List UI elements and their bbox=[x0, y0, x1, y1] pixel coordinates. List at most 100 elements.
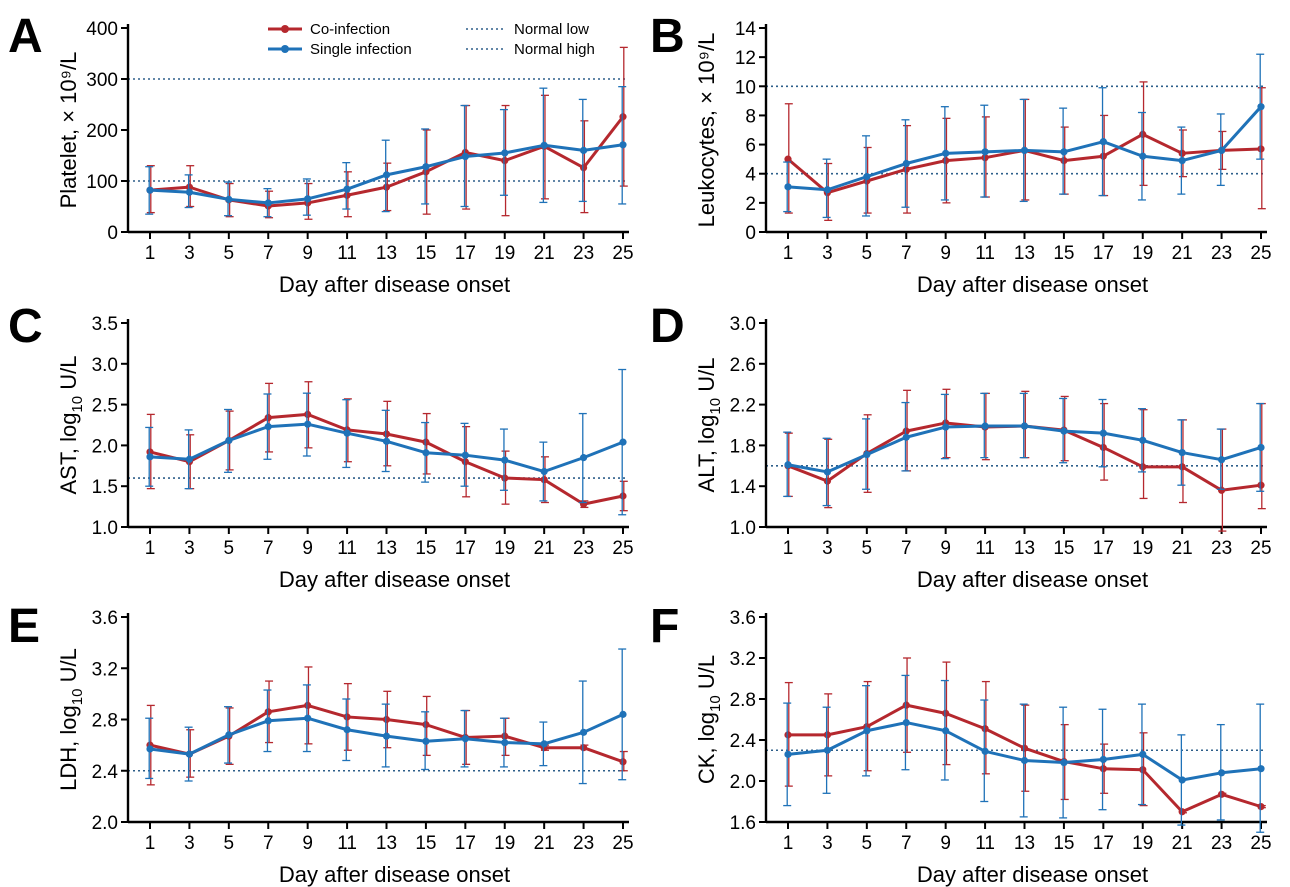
data-point bbox=[902, 701, 910, 709]
data-point bbox=[185, 750, 194, 758]
data-point bbox=[902, 433, 910, 441]
data-point bbox=[619, 113, 627, 121]
data-point bbox=[784, 183, 792, 191]
data-point bbox=[1139, 436, 1147, 444]
data-point bbox=[1217, 146, 1226, 154]
data-point bbox=[981, 148, 989, 156]
data-point bbox=[304, 195, 312, 203]
x-tick-label: 19 bbox=[494, 538, 515, 559]
data-point bbox=[501, 157, 509, 165]
data-point bbox=[1257, 145, 1265, 153]
x-tick-label: 23 bbox=[573, 243, 594, 264]
x-tick-label: 17 bbox=[455, 833, 476, 854]
legend-normal-high-label: Normal high bbox=[514, 41, 595, 58]
data-point bbox=[343, 185, 351, 193]
y-tick-label: 1.8 bbox=[730, 436, 756, 457]
y-axis-label-subscript: 10 bbox=[707, 695, 724, 712]
data-point bbox=[1099, 152, 1107, 160]
y-axis-label-main: CK, log bbox=[694, 712, 719, 784]
data-point bbox=[343, 713, 351, 721]
x-tick-label: 19 bbox=[1132, 833, 1153, 854]
y-axis-label-unit: U/L bbox=[694, 358, 719, 398]
data-point bbox=[981, 747, 989, 755]
data-point bbox=[981, 422, 989, 430]
y-tick-label: 2.6 bbox=[730, 355, 756, 376]
y-tick-label: 2.0 bbox=[92, 436, 118, 457]
data-point bbox=[1217, 486, 1226, 494]
data-point bbox=[784, 461, 792, 469]
data-point bbox=[1139, 463, 1147, 471]
x-tick-label: 3 bbox=[822, 538, 833, 559]
y-tick-label: 2.8 bbox=[92, 711, 118, 732]
x-tick-label: 23 bbox=[1211, 243, 1232, 264]
x-tick-label: 3 bbox=[184, 833, 195, 854]
y-tick-label: 200 bbox=[86, 121, 118, 142]
data-point bbox=[1099, 755, 1107, 764]
y-tick-label: 14 bbox=[735, 19, 757, 40]
data-point bbox=[1139, 750, 1147, 758]
x-tick-label: 9 bbox=[940, 538, 951, 559]
series-single bbox=[145, 648, 627, 785]
x-tick-label: 1 bbox=[145, 833, 156, 854]
data-point bbox=[902, 159, 910, 168]
x-tick-label: 1 bbox=[783, 538, 794, 559]
data-point bbox=[1257, 481, 1265, 489]
data-point bbox=[1020, 146, 1029, 154]
y-tick-label: 2.4 bbox=[92, 762, 119, 783]
data-point bbox=[1257, 803, 1265, 811]
data-point bbox=[619, 492, 627, 500]
data-point bbox=[382, 732, 391, 740]
x-tick-label: 3 bbox=[822, 243, 833, 264]
data-point bbox=[1257, 103, 1265, 111]
data-point bbox=[1217, 790, 1226, 798]
series-single bbox=[145, 368, 627, 516]
panel-d: D1.01.41.82.22.63.01 3 5 7 9 11 13 15 17 19 21 23 25… bbox=[650, 300, 1272, 592]
x-tick-label: 5 bbox=[862, 833, 873, 854]
x-tick-label: 15 bbox=[1053, 243, 1074, 264]
y-axis-label: AST, log10 U/L bbox=[56, 356, 86, 495]
x-tick-label: 13 bbox=[1014, 243, 1035, 264]
data-point bbox=[1099, 138, 1107, 146]
x-tick-label: 17 bbox=[455, 538, 476, 559]
data-point bbox=[1139, 130, 1147, 138]
x-tick-label: 21 bbox=[534, 833, 555, 854]
legend-normal-low-label: Normal low bbox=[514, 21, 589, 38]
y-tick-label: 4 bbox=[745, 165, 756, 186]
data-point bbox=[1099, 429, 1107, 437]
data-point bbox=[1060, 157, 1068, 165]
x-tick-label: 5 bbox=[224, 833, 235, 854]
y-axis-label-unit: U/L bbox=[56, 356, 81, 396]
x-tick-label: 7 bbox=[901, 833, 912, 854]
data-point bbox=[343, 429, 351, 437]
x-tick-label: 21 bbox=[1172, 833, 1193, 854]
x-tick-label: 3 bbox=[184, 243, 195, 264]
y-tick-label: 10 bbox=[735, 77, 756, 98]
x-tick-label: 3 bbox=[822, 833, 833, 854]
y-axis-label-unit: U/L bbox=[694, 655, 719, 695]
data-point bbox=[501, 149, 509, 157]
data-point bbox=[461, 458, 469, 466]
y-axis-label: CK, log10 U/L bbox=[694, 655, 724, 784]
x-tick-label: 7 bbox=[263, 243, 274, 264]
y-tick-label: 1.0 bbox=[730, 518, 756, 539]
data-point bbox=[146, 745, 154, 753]
data-point bbox=[501, 456, 509, 464]
y-axis-label-main: AST, log bbox=[56, 413, 81, 495]
data-point bbox=[461, 735, 469, 743]
data-point bbox=[540, 467, 548, 476]
y-tick-label: 300 bbox=[86, 70, 118, 91]
x-tick-label: 23 bbox=[573, 538, 594, 559]
data-point bbox=[1257, 443, 1265, 452]
x-tick-label: 11 bbox=[975, 538, 995, 559]
panel-letter: D bbox=[650, 300, 685, 353]
x-tick-label: 7 bbox=[901, 243, 912, 264]
x-tick-label: 23 bbox=[1211, 833, 1232, 854]
data-point bbox=[823, 731, 832, 739]
data-point bbox=[304, 420, 312, 428]
x-tick-label: 9 bbox=[302, 243, 313, 264]
data-point bbox=[343, 191, 351, 199]
data-point bbox=[1178, 776, 1186, 784]
series-single bbox=[145, 86, 627, 218]
